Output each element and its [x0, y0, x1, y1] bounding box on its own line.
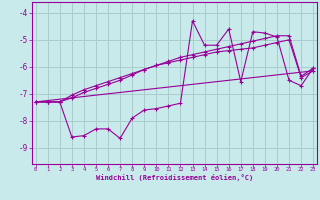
X-axis label: Windchill (Refroidissement éolien,°C): Windchill (Refroidissement éolien,°C)	[96, 174, 253, 181]
